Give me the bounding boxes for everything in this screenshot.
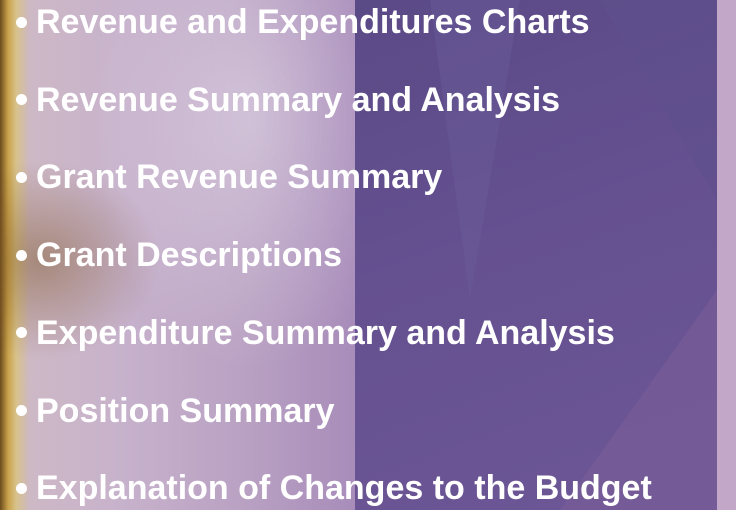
triangle [430, 0, 520, 300]
bullet [16, 172, 27, 183]
bullet-item: Position Summary [0, 391, 335, 431]
bullet [16, 483, 27, 494]
bullet-item: Revenue Summary and Analysis [0, 80, 560, 120]
item-text: Expenditure Summary and Analysis [36, 313, 615, 353]
bullet [16, 94, 27, 105]
bullet-item: Grant Revenue Summary [0, 157, 442, 197]
bullet-item: Expenditure Summary and Analysis [0, 313, 615, 353]
bullet [16, 250, 27, 261]
item-text: Grant Revenue Summary [36, 157, 442, 197]
slide: Revenue and Expenditures Charts Revenue S… [0, 0, 736, 510]
bullet [16, 405, 27, 416]
item-text: Revenue Summary and Analysis [36, 80, 560, 120]
triangle [600, 0, 717, 200]
item-text: Revenue and Expenditures Charts [36, 2, 590, 42]
item-text: Position Summary [36, 391, 335, 431]
bullet [16, 17, 27, 28]
bullet [16, 327, 27, 338]
bullet-item: Grant Descriptions [0, 235, 342, 275]
item-text: Explanation of Changes to the Budget [36, 468, 652, 508]
bullet-item: Revenue and Expenditures Charts [0, 2, 590, 42]
background-strip [717, 0, 736, 510]
bullet-item: Explanation of Changes to the Budget [0, 468, 652, 508]
item-text: Grant Descriptions [36, 235, 342, 275]
